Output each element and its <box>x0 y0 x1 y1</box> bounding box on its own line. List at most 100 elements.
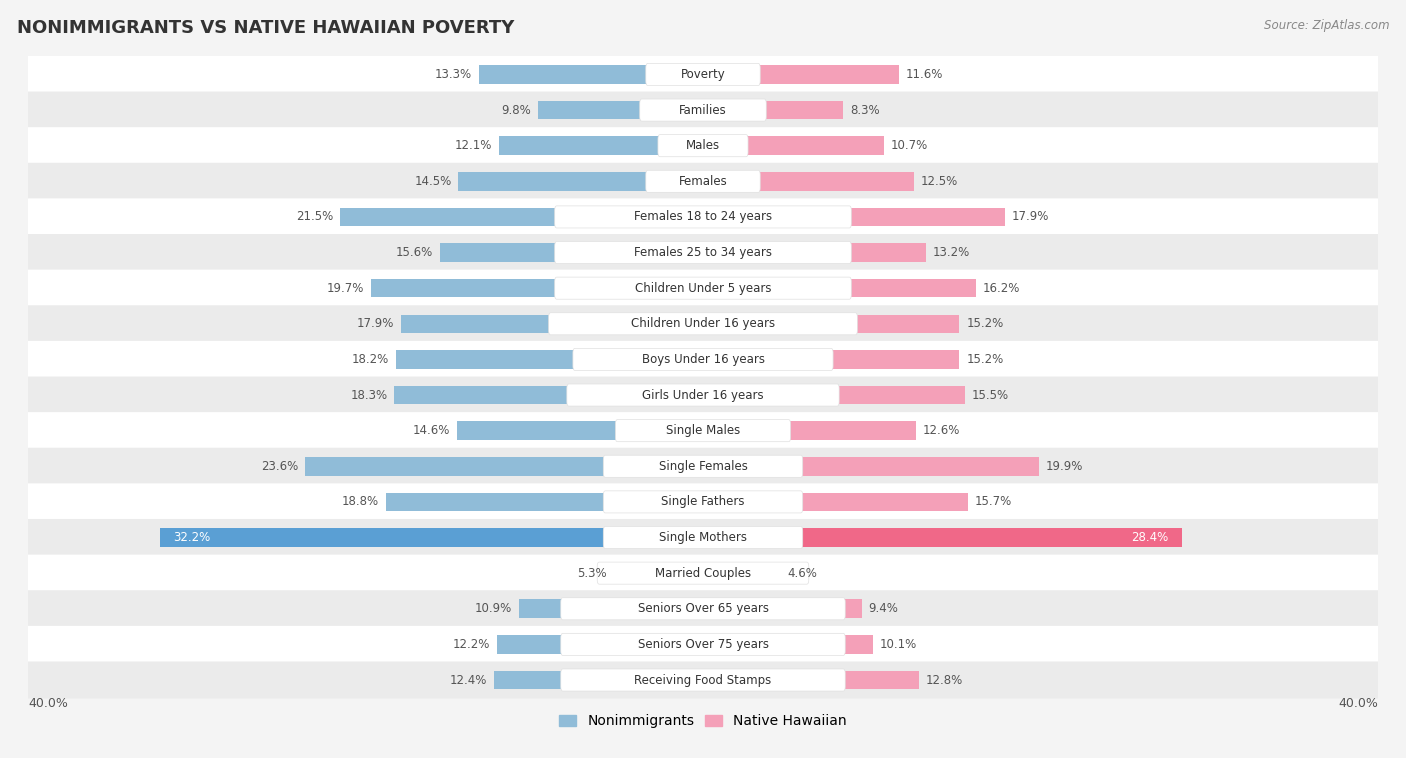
Text: Seniors Over 75 years: Seniors Over 75 years <box>637 638 769 651</box>
FancyBboxPatch shape <box>28 341 1378 378</box>
Bar <box>394 386 703 404</box>
Legend: Nonimmigrants, Native Hawaiian: Nonimmigrants, Native Hawaiian <box>554 709 852 734</box>
FancyBboxPatch shape <box>28 448 1378 485</box>
Text: Single Males: Single Males <box>666 424 740 437</box>
Bar <box>703 671 920 689</box>
FancyBboxPatch shape <box>28 163 1378 200</box>
FancyBboxPatch shape <box>645 171 761 193</box>
Text: 28.4%: 28.4% <box>1132 531 1168 544</box>
FancyBboxPatch shape <box>28 270 1378 307</box>
Text: Boys Under 16 years: Boys Under 16 years <box>641 353 765 366</box>
Text: 23.6%: 23.6% <box>262 460 298 473</box>
FancyBboxPatch shape <box>28 127 1378 164</box>
Bar <box>385 493 703 511</box>
Text: 17.9%: 17.9% <box>357 318 394 330</box>
Bar <box>703 635 873 653</box>
Text: 15.6%: 15.6% <box>396 246 433 259</box>
FancyBboxPatch shape <box>28 92 1378 129</box>
FancyBboxPatch shape <box>28 234 1378 271</box>
Text: 8.3%: 8.3% <box>849 104 879 117</box>
Text: 40.0%: 40.0% <box>1339 697 1378 709</box>
FancyBboxPatch shape <box>555 277 851 299</box>
Text: 9.8%: 9.8% <box>501 104 531 117</box>
Text: 14.6%: 14.6% <box>412 424 450 437</box>
Bar <box>703 600 862 618</box>
FancyBboxPatch shape <box>28 412 1378 449</box>
Text: 18.8%: 18.8% <box>342 496 380 509</box>
Text: Single Mothers: Single Mothers <box>659 531 747 544</box>
Text: 40.0%: 40.0% <box>28 697 67 709</box>
Bar <box>305 457 703 475</box>
Bar <box>703 421 915 440</box>
Bar <box>703 564 780 582</box>
Bar <box>160 528 703 547</box>
Bar <box>703 101 844 119</box>
Text: Girls Under 16 years: Girls Under 16 years <box>643 389 763 402</box>
FancyBboxPatch shape <box>28 662 1378 699</box>
FancyBboxPatch shape <box>555 206 851 228</box>
Bar <box>457 421 703 440</box>
Text: Children Under 5 years: Children Under 5 years <box>634 282 772 295</box>
Text: Single Fathers: Single Fathers <box>661 496 745 509</box>
Text: 15.7%: 15.7% <box>974 496 1012 509</box>
Text: 13.2%: 13.2% <box>932 246 970 259</box>
FancyBboxPatch shape <box>28 519 1378 556</box>
Text: 9.4%: 9.4% <box>869 603 898 615</box>
Text: Females 18 to 24 years: Females 18 to 24 years <box>634 211 772 224</box>
Bar <box>703 243 925 262</box>
Text: Males: Males <box>686 139 720 152</box>
Bar <box>613 564 703 582</box>
Text: 19.7%: 19.7% <box>326 282 364 295</box>
Text: 12.6%: 12.6% <box>922 424 960 437</box>
Text: 10.7%: 10.7% <box>890 139 928 152</box>
Bar <box>703 457 1039 475</box>
Text: Poverty: Poverty <box>681 68 725 81</box>
Bar <box>519 600 703 618</box>
Text: 12.2%: 12.2% <box>453 638 491 651</box>
FancyBboxPatch shape <box>567 384 839 406</box>
Text: 18.3%: 18.3% <box>350 389 388 402</box>
FancyBboxPatch shape <box>548 313 858 335</box>
FancyBboxPatch shape <box>603 491 803 513</box>
Text: 19.9%: 19.9% <box>1046 460 1083 473</box>
Bar <box>458 172 703 190</box>
FancyBboxPatch shape <box>561 669 845 691</box>
Bar <box>340 208 703 226</box>
Bar <box>703 528 1182 547</box>
Text: 11.6%: 11.6% <box>905 68 943 81</box>
Text: Families: Families <box>679 104 727 117</box>
Text: 16.2%: 16.2% <box>983 282 1021 295</box>
Bar <box>478 65 703 83</box>
FancyBboxPatch shape <box>28 626 1378 663</box>
Bar <box>703 136 883 155</box>
Text: 15.5%: 15.5% <box>972 389 1008 402</box>
FancyBboxPatch shape <box>28 377 1378 414</box>
FancyBboxPatch shape <box>561 634 845 656</box>
Bar <box>371 279 703 297</box>
Text: Receiving Food Stamps: Receiving Food Stamps <box>634 674 772 687</box>
FancyBboxPatch shape <box>640 99 766 121</box>
Text: 14.5%: 14.5% <box>415 175 451 188</box>
Text: 17.9%: 17.9% <box>1012 211 1049 224</box>
Text: Females: Females <box>679 175 727 188</box>
FancyBboxPatch shape <box>28 305 1378 343</box>
Bar <box>703 65 898 83</box>
Text: Females 25 to 34 years: Females 25 to 34 years <box>634 246 772 259</box>
Text: Source: ZipAtlas.com: Source: ZipAtlas.com <box>1264 19 1389 32</box>
FancyBboxPatch shape <box>555 242 851 264</box>
FancyBboxPatch shape <box>645 64 761 86</box>
Bar <box>703 315 959 333</box>
FancyBboxPatch shape <box>28 484 1378 521</box>
FancyBboxPatch shape <box>28 555 1378 592</box>
Text: Single Females: Single Females <box>658 460 748 473</box>
Text: 15.2%: 15.2% <box>966 353 1004 366</box>
Text: 12.4%: 12.4% <box>450 674 486 687</box>
FancyBboxPatch shape <box>603 456 803 478</box>
FancyBboxPatch shape <box>28 56 1378 93</box>
Bar <box>440 243 703 262</box>
Text: Married Couples: Married Couples <box>655 567 751 580</box>
FancyBboxPatch shape <box>28 199 1378 236</box>
Bar <box>703 493 967 511</box>
Bar <box>499 136 703 155</box>
Bar <box>703 350 959 368</box>
